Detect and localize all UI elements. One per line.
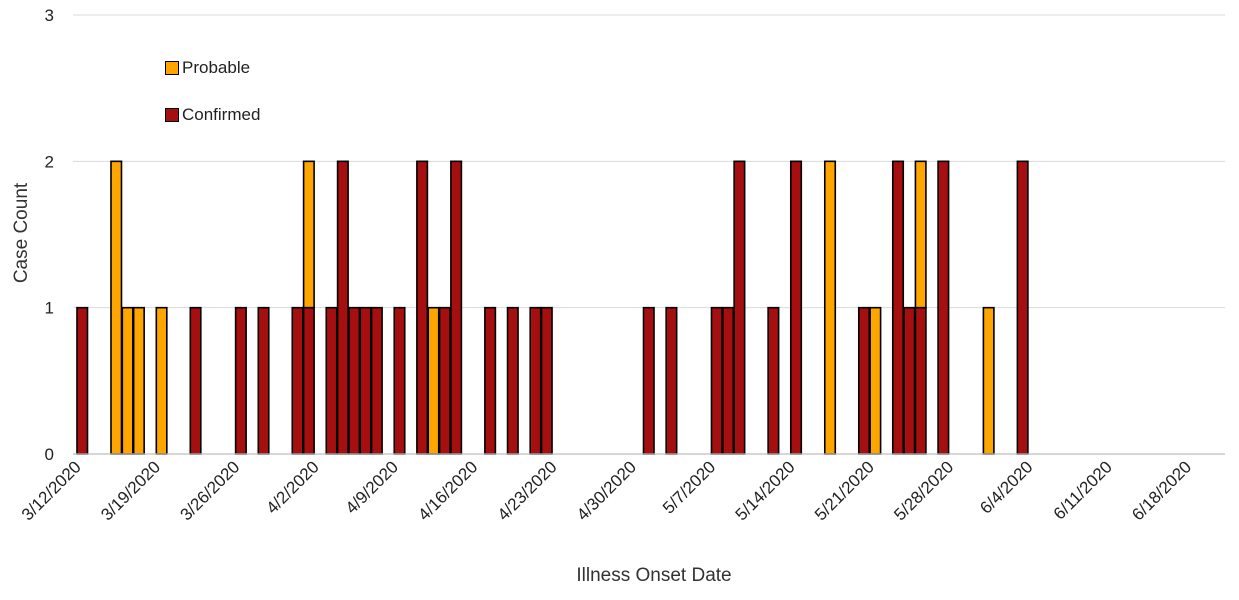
bar-probable-5-25-2020: [914, 160, 927, 309]
bar-confirmed-4-9-2020: [393, 306, 406, 455]
bar-confirmed-5-20-2020: [857, 306, 871, 455]
x-tick-label: 4/16/2020: [414, 457, 481, 524]
x-tick-labels: 3/12/2020 3/19/2020 3/26/2020 4/2/2020 4/9/2…: [18, 457, 1195, 524]
x-tick-label: 3/26/2020: [177, 457, 244, 524]
bar-confirmed-4-3-2020: [325, 306, 338, 455]
bar-confirmed-4-1-2020: [302, 306, 315, 455]
bar-confirmed-4-4-2020: [336, 160, 349, 455]
bar-confirmed-5-25-2020: [914, 306, 927, 455]
y-tick-label: 1: [45, 299, 54, 318]
legend-label-probable: Probable: [182, 58, 251, 77]
bar-confirmed-3-28-2020: [257, 306, 270, 455]
bar-probable-4-1-2020: [302, 160, 315, 309]
bar-confirmed-6-3-2020: [1016, 160, 1029, 455]
x-tick-label: 5/14/2020: [732, 457, 799, 524]
bar-probable-5-21-2020: [869, 306, 882, 455]
bar-confirmed-4-6-2020: [359, 306, 372, 455]
bar-confirmed-5-8-2020: [722, 306, 735, 455]
bar-confirmed-3-12-2020: [76, 306, 89, 455]
bar-probable-3-17-2020: [132, 306, 145, 455]
bar-probable-3-16-2020: [121, 306, 134, 455]
bar-probable-3-15-2020: [110, 160, 123, 455]
y-axis-title: Case Count: [11, 182, 32, 284]
bar-confirmed-3-22-2020: [189, 306, 202, 455]
y-tick-labels: 0 1 2 3: [45, 6, 54, 464]
legend-item-probable: Probable: [165, 58, 250, 78]
y-tick-label: 2: [45, 152, 54, 171]
x-tick-label: 4/9/2020: [342, 457, 402, 517]
bar-confirmed-4-11-2020: [416, 160, 429, 455]
bar-confirmed-4-19-2020: [506, 306, 519, 455]
x-tick-label: 5/28/2020: [890, 457, 957, 524]
x-axis-title: Illness Onset Date: [576, 565, 732, 586]
bar-confirmed-4-14-2020: [450, 160, 463, 455]
bar-confirmed-4-7-2020: [370, 306, 383, 455]
x-tick-label: 4/23/2020: [494, 457, 561, 524]
bar-probable-3-19-2020: [155, 306, 168, 455]
y-tick-label: 0: [45, 445, 54, 464]
bar-confirmed-5-14-2020: [789, 160, 803, 455]
bar-confirmed-4-21-2020: [529, 306, 542, 455]
x-tick-label: 5/7/2020: [659, 457, 719, 517]
legend-label-confirmed: Confirmed: [182, 105, 261, 124]
bar-confirmed-5-23-2020: [891, 160, 905, 455]
bar-confirmed-4-13-2020: [438, 306, 451, 455]
bar-probable-5-31-2020: [982, 306, 995, 455]
x-tick-label: 6/18/2020: [1128, 457, 1195, 524]
bar-confirmed-5-24-2020: [903, 306, 916, 455]
x-tick-label: 6/4/2020: [976, 457, 1036, 517]
bar-confirmed-5-7-2020: [710, 306, 723, 455]
bar-confirmed-5-27-2020: [937, 160, 950, 455]
y-tick-label: 3: [45, 6, 54, 25]
bar-confirmed-5-9-2020: [733, 160, 746, 455]
bar-confirmed-4-17-2020: [484, 306, 497, 455]
bar-confirmed-4-5-2020: [348, 306, 361, 455]
x-tick-label: 4/2/2020: [263, 457, 323, 517]
bar-confirmed-5-3-2020: [665, 306, 678, 455]
legend-swatch-confirmed: [165, 108, 179, 122]
bar-confirmed-5-12-2020: [767, 306, 780, 455]
x-tick-label: 3/12/2020: [18, 457, 85, 524]
bar-confirmed-5-1-2020: [642, 306, 655, 455]
x-tick-label: 4/30/2020: [573, 457, 640, 524]
legend-item-confirmed: Confirmed: [165, 105, 260, 125]
x-tick-label: 6/11/2020: [1050, 457, 1116, 523]
bar-confirmed-3-26-2020: [234, 306, 247, 455]
bar-confirmed-4-22-2020: [540, 306, 553, 455]
x-tick-label: 5/21/2020: [811, 457, 878, 524]
bar-probable-5-17-2020: [823, 160, 837, 455]
x-tick-label: 3/19/2020: [97, 457, 164, 524]
legend-swatch-probable: [165, 61, 179, 75]
bar-probable-4-12-2020: [427, 306, 440, 455]
bar-confirmed-3-31-2020: [291, 306, 304, 455]
